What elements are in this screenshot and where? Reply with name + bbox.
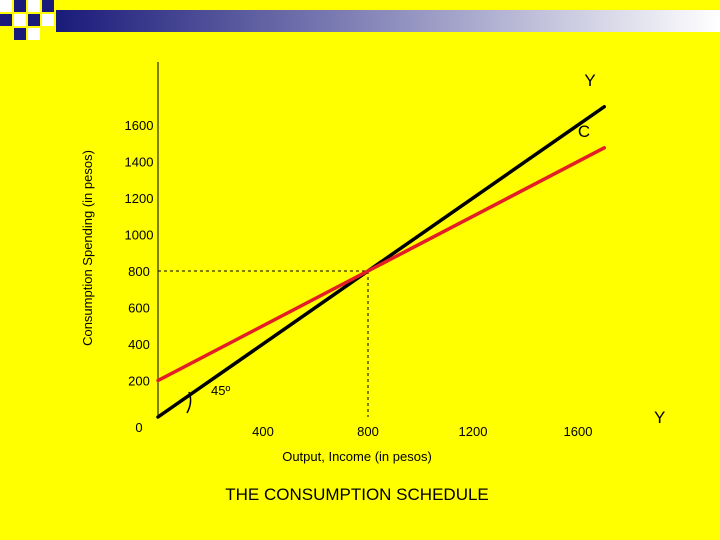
x-axis-label: Output, Income (in pesos)	[282, 449, 432, 464]
header-gradient-bar	[56, 10, 720, 32]
series-lines	[156, 105, 606, 419]
header-square	[14, 28, 26, 40]
header-square	[14, 0, 26, 12]
header-square	[0, 0, 12, 12]
x-tick-label: 1200	[459, 424, 488, 439]
series-label-y: Y	[584, 71, 595, 90]
header-square	[28, 28, 40, 40]
header-decoration	[0, 0, 720, 40]
x-tick-label: 800	[357, 424, 379, 439]
chart-title: THE CONSUMPTION SCHEDULE	[225, 485, 489, 504]
y-tick-label: 0	[135, 420, 142, 435]
y-tick-label: 1000	[125, 228, 154, 243]
x-tick-label: 400	[252, 424, 274, 439]
header-square	[42, 14, 54, 26]
x-axis-end-label: Y	[654, 408, 665, 427]
y-tick-label: 1400	[125, 155, 154, 170]
angle-arc	[186, 391, 192, 414]
y-tick-label: 400	[128, 337, 150, 352]
y-tick-label: 600	[128, 301, 150, 316]
series-labels: YC	[578, 71, 596, 141]
reference-lines	[158, 270, 369, 417]
y-tick-label: 1200	[125, 191, 154, 206]
series-label-c: C	[578, 122, 590, 141]
angle-annotation: 45º	[211, 383, 230, 398]
y-tick-label: 1600	[125, 118, 154, 133]
header-square	[14, 14, 26, 26]
x-tick-label: 1600	[564, 424, 593, 439]
y-axis-label: Consumption Spending (in pesos)	[80, 150, 95, 346]
x-axis: 400 800 1200 1600	[252, 424, 592, 439]
header-square	[0, 14, 12, 26]
y-tick-label: 800	[128, 264, 150, 279]
header-square	[28, 0, 40, 12]
header-square	[28, 14, 40, 26]
series-line-y	[156, 105, 606, 419]
series-line-c	[156, 146, 606, 383]
y-tick-label: 200	[128, 374, 150, 389]
header-square	[42, 0, 54, 12]
y-axis: 0 200 400 600 800 1000 1200 1400 1600	[125, 62, 159, 435]
